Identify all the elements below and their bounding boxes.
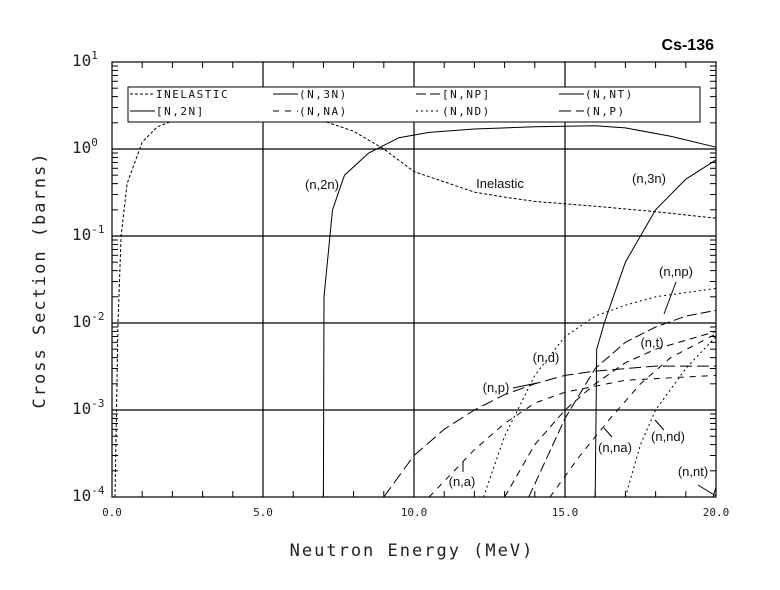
legend-entry: (N,NA)	[299, 105, 348, 118]
grid	[112, 62, 716, 497]
curve-annotation: (n,nd)	[651, 429, 685, 444]
legend-entry: INELASTIC	[156, 88, 229, 101]
y-tick-label: 10-2	[72, 310, 105, 331]
series-line-n-3n	[594, 159, 717, 498]
curve-annotation: (n,np)	[659, 264, 693, 279]
annotation-leader	[663, 281, 677, 315]
tick-labels: 0.0 5.0 10.0 15.0 20.0 101 100 10-1 10-2 10-3 10-4	[72, 49, 729, 519]
curve-annotation: (n,a)	[449, 474, 476, 489]
y-tick-label: 10-4	[72, 484, 105, 505]
legend: INELASTIC (N,3N) [N,NP] (N,NT) [N,2N] (N,NA) (…	[127, 86, 701, 123]
legend-entry: [N,2N]	[156, 105, 205, 118]
curve-annotation: (n,d)	[533, 350, 560, 365]
y-tick-label: 101	[72, 49, 98, 70]
plot-frame	[111, 61, 717, 498]
series-line-n-na	[549, 333, 717, 498]
curve-annotation: (n,2n)	[305, 177, 339, 192]
axis-ticks	[112, 62, 716, 497]
legend-box	[127, 86, 701, 123]
curve-annotation: (n,p)	[483, 380, 510, 395]
legend-entry: (N,NT)	[585, 88, 634, 101]
annotations: (n,2n) Inelastic (n,3n) (n,np) (n,t) (n,d) (n,…	[305, 171, 717, 497]
series-group	[114, 118, 717, 498]
y-tick-label: 100	[72, 136, 98, 157]
curve-annotation: Inelastic	[476, 176, 524, 191]
curve-annotation: (n,t)	[640, 335, 663, 350]
curve-annotation: (n,na)	[598, 440, 632, 455]
x-tick-label: 20.0	[703, 506, 730, 519]
y-axis-label: Cross Section (barns)	[30, 152, 50, 409]
legend-entry: (N,3N)	[299, 88, 348, 101]
series-line-n-t	[504, 330, 717, 498]
x-axis-label: Neutron Energy (MeV)	[290, 541, 535, 561]
annotation-leader	[697, 484, 717, 497]
series-line-n-d	[483, 287, 717, 498]
annotation-leader	[603, 427, 613, 438]
y-tick-label: 10-3	[72, 397, 105, 418]
legend-entry: [N,NP]	[442, 88, 491, 101]
series-line-n-a	[428, 374, 717, 498]
x-tick-label: 10.0	[401, 506, 428, 519]
annotation-leader	[654, 419, 665, 431]
y-tick-label: 10-1	[72, 223, 105, 244]
legend-entry: (N,P)	[585, 105, 626, 118]
series-line-n-p	[383, 365, 716, 498]
x-tick-label: 0.0	[102, 506, 122, 519]
x-tick-label: 5.0	[253, 506, 273, 519]
series-line-n-np	[528, 309, 717, 498]
curve-annotation: (n,nt)	[678, 464, 708, 479]
series-line-n-nd	[624, 336, 717, 498]
curve-annotation: (n,3n)	[632, 171, 666, 186]
chart-title: Cs-136	[662, 37, 715, 54]
legend-entry: (N,ND)	[442, 105, 491, 118]
series-line-inelastic	[114, 118, 717, 498]
x-tick-label: 15.0	[552, 506, 579, 519]
series-line-n-2n	[322, 125, 717, 498]
annotation-leader	[512, 382, 538, 389]
